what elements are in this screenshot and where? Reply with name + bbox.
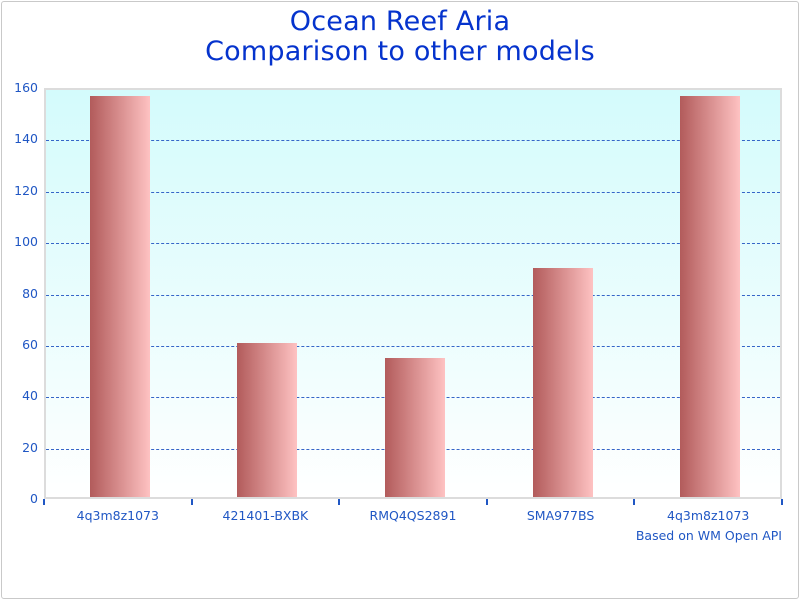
category-label-2: RMQ4QS2891 — [369, 508, 457, 523]
category-label-1: 421401-BXBK — [222, 508, 309, 523]
x-tick-5 — [781, 499, 783, 505]
gridline-60 — [46, 345, 780, 347]
chart-title: Ocean Reef Aria Comparison to other mode… — [2, 7, 798, 67]
plot-area — [44, 88, 782, 499]
gridline-120 — [46, 191, 780, 193]
bar-4q3m8z1073 — [680, 96, 741, 497]
x-tick-3 — [485, 499, 488, 505]
bar-4q3m8z1073 — [89, 96, 150, 497]
y-tick-label-120: 120 — [14, 182, 38, 198]
chart-title-line1: Ocean Reef Aria — [289, 6, 511, 37]
gridline-140 — [46, 140, 780, 142]
bar-421401-BXBK — [237, 342, 298, 497]
category-label-0: 4q3m8z1073 — [76, 508, 159, 523]
y-tick-label-60: 60 — [22, 336, 38, 352]
y-tick-label-140: 140 — [14, 131, 38, 147]
gridline-100 — [46, 243, 780, 245]
y-tick-label-40: 40 — [22, 388, 38, 404]
x-tick-2 — [338, 499, 341, 505]
x-tick-4 — [633, 499, 636, 505]
source-note: Based on WM Open API — [635, 528, 782, 543]
category-label-3: SMA977BS — [526, 508, 595, 523]
y-tick-label-100: 100 — [14, 234, 38, 250]
bar-SMA977BS — [532, 268, 593, 497]
x-tick-1 — [190, 499, 193, 505]
y-tick-label-0: 0 — [30, 491, 38, 506]
bar-RMQ4QS2891 — [385, 358, 445, 497]
gridline-80 — [46, 294, 780, 296]
chart-title-line2: Comparison to other models — [205, 36, 595, 67]
x-tick-0 — [43, 499, 45, 505]
y-tick-label-80: 80 — [22, 285, 38, 301]
y-tick-label-160: 160 — [14, 80, 38, 95]
y-tick-label-20: 20 — [22, 439, 38, 455]
category-label-4: 4q3m8z1073 — [667, 508, 750, 523]
